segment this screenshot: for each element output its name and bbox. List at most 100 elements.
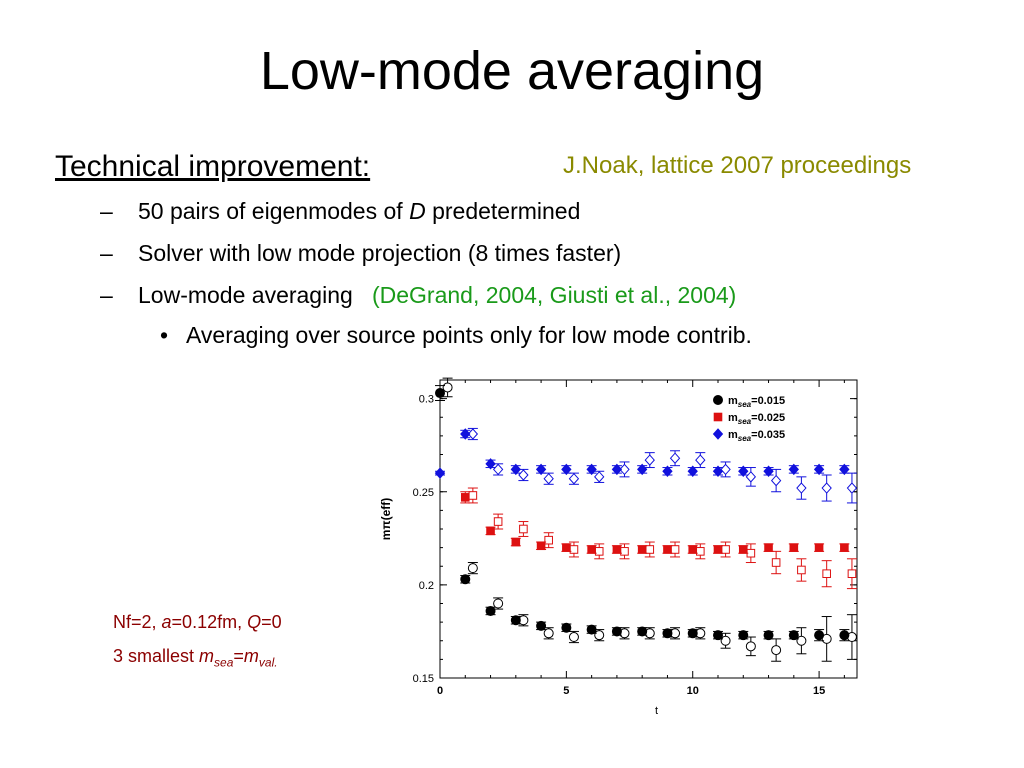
data-point bbox=[637, 545, 647, 554]
data-point bbox=[594, 630, 605, 641]
data-point bbox=[814, 543, 824, 552]
data-point bbox=[814, 630, 825, 641]
data-point bbox=[485, 458, 496, 470]
data-point bbox=[493, 598, 504, 609]
data-point bbox=[460, 493, 470, 502]
data-point bbox=[822, 569, 831, 578]
data-point bbox=[821, 482, 832, 494]
data-point bbox=[796, 482, 807, 494]
data-point bbox=[435, 388, 445, 399]
data-point bbox=[467, 428, 479, 440]
data-point bbox=[543, 628, 554, 639]
legend-label: msea=0.015 bbox=[728, 395, 785, 409]
data-point bbox=[847, 569, 857, 578]
x-tick-label: 0 bbox=[437, 685, 443, 697]
data-point bbox=[813, 463, 825, 476]
params-note: Nf=2, a=0.12fm, Q=0 bbox=[113, 612, 282, 633]
note-var-m: m bbox=[199, 646, 215, 666]
reference-citation: J.Noak, lattice 2007 proceedings bbox=[563, 152, 912, 179]
y-tick-label: 0.3 bbox=[419, 394, 434, 406]
data-point bbox=[771, 558, 781, 567]
data-point bbox=[738, 465, 749, 478]
item-variable: D bbox=[409, 198, 426, 224]
x-tick-label: 15 bbox=[813, 685, 825, 697]
data-point bbox=[467, 563, 478, 574]
mass-note: 3 smallest msea=mval. bbox=[113, 646, 278, 670]
data-point bbox=[587, 545, 596, 554]
note-var-m: m bbox=[243, 646, 259, 666]
item-text-tail: predetermined bbox=[425, 198, 581, 224]
data-point bbox=[510, 463, 521, 476]
data-point bbox=[637, 626, 648, 637]
data-point bbox=[619, 463, 630, 476]
data-point bbox=[687, 628, 698, 639]
data-point bbox=[713, 545, 723, 554]
data-point bbox=[594, 547, 604, 556]
y-tick-label: 0.2 bbox=[419, 580, 434, 592]
y-tick-label: 0.25 bbox=[413, 487, 434, 499]
x-axis-label: t bbox=[655, 705, 658, 717]
data-point bbox=[586, 463, 597, 476]
data-point bbox=[797, 565, 806, 575]
data-point bbox=[796, 635, 807, 646]
data-point bbox=[839, 630, 850, 641]
data-point bbox=[511, 537, 521, 547]
note-text: =0 bbox=[261, 612, 282, 632]
note-sub-sea: sea bbox=[214, 655, 234, 670]
data-point bbox=[720, 635, 731, 646]
slide-title: Low-mode averaging bbox=[259, 41, 765, 101]
data-point bbox=[738, 545, 748, 554]
data-point bbox=[486, 526, 495, 536]
data-point bbox=[721, 545, 730, 554]
data-point bbox=[568, 472, 580, 485]
y-tick-label: 0.15 bbox=[413, 673, 434, 685]
data-point bbox=[846, 482, 858, 494]
legend-marker bbox=[712, 428, 724, 440]
sub-bullet-item: • Averaging over source points only for l… bbox=[160, 322, 752, 349]
data-point bbox=[561, 622, 572, 633]
data-point bbox=[645, 545, 655, 554]
legend-marker bbox=[713, 412, 723, 422]
data-point bbox=[764, 543, 773, 552]
data-point bbox=[771, 645, 782, 656]
data-point bbox=[460, 428, 471, 440]
data-point bbox=[536, 541, 546, 551]
section-heading: Technical improvement: bbox=[55, 150, 371, 183]
data-point bbox=[662, 628, 673, 639]
item-text: Solver with low mode projection (8 times… bbox=[138, 240, 622, 266]
data-point bbox=[519, 524, 528, 534]
item-text: 50 pairs of eigenmodes of bbox=[138, 198, 410, 224]
note-text: =0.12fm, bbox=[171, 612, 248, 632]
data-point bbox=[442, 382, 453, 393]
dash-marker: – bbox=[100, 198, 113, 224]
data-point bbox=[763, 630, 774, 641]
data-point bbox=[637, 463, 648, 476]
x-tick-label: 5 bbox=[563, 685, 569, 697]
data-point bbox=[763, 465, 774, 478]
item-text: Low-mode averaging bbox=[138, 282, 353, 308]
data-point bbox=[586, 624, 597, 635]
data-point bbox=[561, 463, 572, 476]
data-point bbox=[485, 605, 496, 616]
note-text: Nf=2, bbox=[113, 612, 162, 632]
data-point bbox=[568, 632, 579, 643]
note-text: 3 smallest bbox=[113, 646, 200, 666]
data-point bbox=[612, 545, 622, 554]
note-var-a: a bbox=[161, 612, 172, 632]
data-point bbox=[510, 615, 521, 626]
note-sub-val: val. bbox=[258, 655, 278, 670]
data-point bbox=[434, 467, 446, 479]
dash-marker: – bbox=[100, 282, 113, 308]
data-point bbox=[611, 463, 623, 476]
data-point bbox=[670, 545, 680, 554]
plot-frame bbox=[439, 379, 858, 679]
data-point bbox=[712, 465, 724, 478]
data-point bbox=[644, 454, 655, 466]
legend-marker bbox=[713, 395, 723, 405]
data-point bbox=[788, 463, 799, 476]
data-point bbox=[840, 543, 849, 552]
item-citation: (DeGrand, 2004, Giusti et al., 2004) bbox=[371, 282, 737, 308]
legend-label: msea=0.025 bbox=[728, 412, 785, 426]
data-point bbox=[620, 547, 629, 556]
data-point bbox=[493, 517, 503, 526]
